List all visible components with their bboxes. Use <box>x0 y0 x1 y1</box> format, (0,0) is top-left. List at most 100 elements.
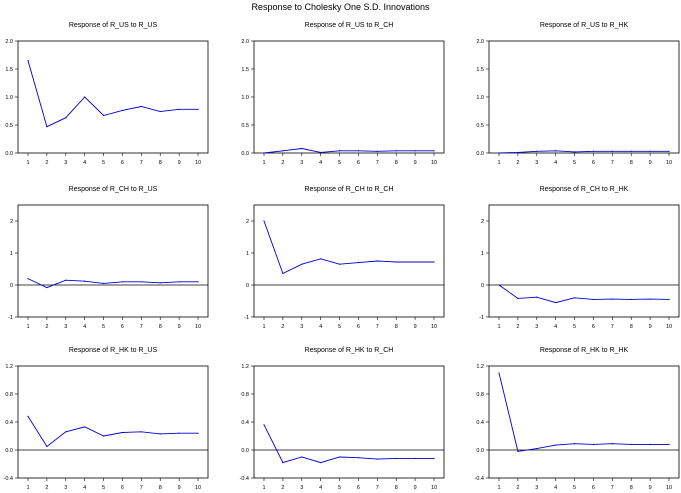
x-tick-label: 9 <box>649 324 652 330</box>
x-tick-label: 4 <box>319 485 322 491</box>
x-tick-label: 7 <box>611 160 614 166</box>
y-tick-label: 2.0 <box>5 39 13 45</box>
y-tick-label: 0.0 <box>476 151 484 157</box>
x-tick-label: 7 <box>376 485 379 491</box>
x-tick-label: 9 <box>414 324 417 330</box>
data-point <box>178 108 180 110</box>
x-tick-label: 6 <box>121 324 124 330</box>
data-point <box>338 150 341 152</box>
x-tick-label: 7 <box>611 485 614 491</box>
x-tick-label: 5 <box>338 485 341 491</box>
y-tick-label: 0 <box>481 283 484 289</box>
data-point <box>517 450 519 452</box>
panel: Response of R_CH to R_US -1 0 1 2 1 2 3 4 5 6 7 8 9 10 <box>8 186 209 330</box>
data-point <box>498 284 500 286</box>
x-tick-label: 7 <box>140 160 143 166</box>
y-tick-label: 0.5 <box>476 123 484 129</box>
y-tick-label: 2 <box>481 219 484 225</box>
data-point <box>433 457 435 459</box>
data-point <box>320 462 322 464</box>
data-point <box>159 433 161 435</box>
panel-title: Response of R_HK to R_CH <box>305 347 394 354</box>
y-tick-label: 0.0 <box>241 448 249 454</box>
x-tick-label: 2 <box>45 324 48 330</box>
y-tick-label: -1 <box>244 315 249 321</box>
x-tick-label: 8 <box>395 485 398 491</box>
x-tick-label: 4 <box>319 324 322 330</box>
panel: Response of R_CH to R_HK -1 0 1 2 1 2 3 4 5 6 7 8 9 10 <box>479 186 680 330</box>
x-tick-label: 7 <box>140 324 143 330</box>
data-point <box>376 260 378 262</box>
x-tick-label: 5 <box>102 160 105 166</box>
x-tick-label: 5 <box>102 485 105 491</box>
response-line <box>263 424 434 464</box>
data-point <box>84 96 86 98</box>
plot-frame <box>253 204 445 318</box>
data-point <box>555 302 557 304</box>
data-point <box>121 431 124 434</box>
data-point <box>498 152 500 154</box>
data-point <box>263 220 265 222</box>
data-point <box>301 456 303 458</box>
y-tick-label: 2.0 <box>476 39 484 45</box>
y-tick-label: 0.5 <box>241 123 249 129</box>
data-point <box>536 296 538 298</box>
data-point <box>395 457 397 459</box>
x-tick-label: 10 <box>666 485 672 491</box>
response-line <box>498 372 669 452</box>
x-tick-label: 3 <box>64 324 67 330</box>
x-tick-label: 10 <box>431 324 437 330</box>
x-tick-label: 9 <box>178 160 181 166</box>
data-point <box>376 150 378 152</box>
data-point <box>301 147 303 150</box>
x-tick-label: 1 <box>26 485 29 491</box>
plot-frame <box>17 365 209 479</box>
x-tick-label: 3 <box>535 160 538 166</box>
panel-title: Response of R_CH to R_CH <box>304 186 393 193</box>
y-tick-label: 0.8 <box>241 392 249 398</box>
plot-frame <box>253 40 445 154</box>
y-tick-label: -0.4 <box>4 476 13 482</box>
x-tick-label: 6 <box>357 485 360 491</box>
data-point <box>414 261 416 263</box>
x-tick-label: 10 <box>195 485 201 491</box>
data-point <box>121 109 124 112</box>
x-tick-label: 10 <box>666 324 672 330</box>
y-tick-label: 0 <box>246 283 249 289</box>
data-point <box>649 298 651 300</box>
data-point <box>592 298 595 300</box>
x-tick-label: 5 <box>338 160 341 166</box>
x-tick-label: 4 <box>554 324 557 330</box>
x-tick-label: 3 <box>64 160 67 166</box>
x-tick-label: 6 <box>592 160 595 166</box>
y-tick-label: 2 <box>10 219 13 225</box>
x-tick-label: 10 <box>666 160 672 166</box>
data-point <box>27 60 29 62</box>
y-tick-label: 1.5 <box>5 67 13 73</box>
x-tick-label: 3 <box>300 485 303 491</box>
response-line <box>498 150 669 154</box>
panel: Response of R_HK to R_US -0.4 0.0 0.4 0.8 1.2… <box>4 347 209 491</box>
response-line <box>27 60 198 128</box>
panel: Response of R_US to R_HK 0.0 0.5 1.0 1.5 2.0 1… <box>476 22 680 166</box>
x-tick-label: 6 <box>357 160 360 166</box>
data-point <box>102 114 105 117</box>
x-tick-label: 8 <box>395 160 398 166</box>
y-tick-label: 0.0 <box>476 448 484 454</box>
plot-frame <box>17 40 209 154</box>
x-tick-label: 10 <box>431 160 437 166</box>
x-tick-label: 7 <box>376 160 379 166</box>
y-tick-label: -0.4 <box>240 476 249 482</box>
x-tick-label: 9 <box>649 485 652 491</box>
data-point <box>668 443 670 445</box>
data-point <box>517 151 519 154</box>
x-tick-label: 4 <box>83 160 86 166</box>
x-tick-label: 9 <box>414 485 417 491</box>
x-tick-label: 3 <box>300 160 303 166</box>
data-point <box>84 426 86 428</box>
data-point <box>433 261 435 263</box>
data-point <box>592 443 595 445</box>
data-point <box>498 372 500 374</box>
panel-title: Response of R_CH to R_HK <box>540 186 629 193</box>
data-point <box>376 458 378 460</box>
